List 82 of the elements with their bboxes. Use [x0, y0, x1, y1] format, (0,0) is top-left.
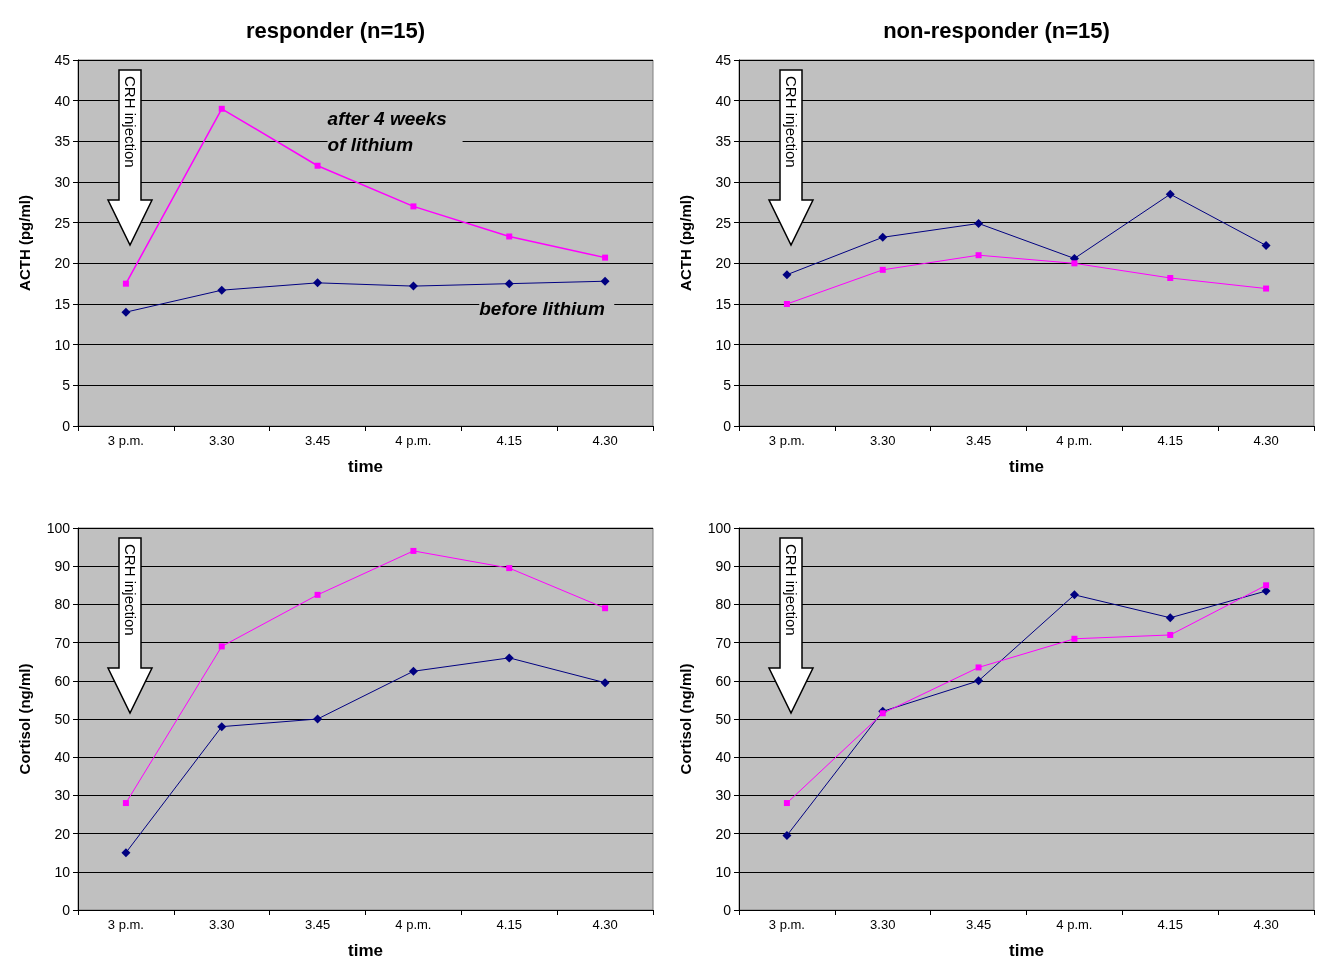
y-tick-label: 0	[723, 902, 732, 918]
y-tick-label: 100	[46, 520, 71, 536]
y-tick-label: 70	[715, 634, 732, 651]
x-tick-label: 3.30	[209, 433, 235, 448]
y-tick-label: 20	[715, 825, 732, 842]
y-tick-label: 20	[715, 255, 732, 272]
y-tick-label: 40	[715, 92, 732, 109]
x-tick-label: 4.30	[1253, 917, 1279, 932]
x-tick-label: 3.30	[870, 433, 896, 448]
x-tick-label: 3 p.m.	[107, 433, 144, 448]
x-tick-label: 4 p.m.	[1056, 917, 1093, 932]
x-tick-label: 4.15	[496, 917, 522, 932]
x-tick-label: 3.30	[870, 917, 896, 932]
x-tick-label: 4.15	[1157, 917, 1183, 932]
y-axis-title: Cortisol (ng/ml)	[16, 663, 33, 775]
annotation: CRH injection	[121, 76, 139, 168]
y-tick-label: 10	[54, 336, 71, 353]
y-tick-label: 25	[54, 214, 71, 231]
y-tick-label: 20	[54, 255, 71, 272]
x-axis-title: time	[1009, 457, 1044, 476]
y-tick-label: 25	[715, 214, 732, 231]
chart-title: responder (n=15)	[245, 17, 426, 43]
x-tick-label: 4.30	[592, 433, 618, 448]
series-label: after 4 weeks of lithium	[327, 108, 453, 156]
annotation: CRH injection	[121, 544, 139, 636]
y-tick-label: 20	[54, 825, 71, 842]
x-tick-label: 4.30	[1253, 433, 1279, 448]
y-tick-label: 10	[54, 863, 71, 880]
y-tick-label: 30	[715, 787, 732, 804]
y-tick-label: 45	[54, 52, 71, 68]
x-tick-label: 3.45	[965, 917, 992, 932]
y-tick-label: 60	[715, 672, 732, 689]
y-tick-label: 35	[715, 133, 732, 150]
y-tick-label: 45	[715, 52, 732, 68]
x-axis-title: time	[348, 457, 383, 476]
y-tick-label: 10	[715, 863, 732, 880]
x-axis-title: time	[348, 941, 383, 960]
x-tick-label: 3 p.m.	[107, 917, 144, 932]
series-label: before lithium	[479, 298, 605, 320]
x-tick-label: 4 p.m.	[395, 433, 432, 448]
y-tick-label: 80	[715, 596, 732, 613]
y-tick-label: 90	[54, 558, 71, 575]
x-tick-label: 3.45	[304, 917, 331, 932]
y-tick-label: 15	[715, 296, 732, 312]
y-tick-label: 80	[54, 596, 71, 613]
y-tick-label: 0	[62, 418, 71, 434]
y-tick-label: 30	[715, 174, 732, 190]
y-axis-title: ACTH (pg/ml)	[677, 195, 694, 291]
y-axis-title: Cortisol (ng/ml)	[677, 663, 694, 775]
x-tick-label: 3 p.m.	[768, 917, 805, 932]
y-tick-label: 5	[62, 377, 71, 394]
y-tick-label: 0	[62, 902, 71, 918]
x-axis-title: time	[1009, 941, 1044, 960]
y-tick-label: 100	[707, 520, 732, 536]
x-tick-label: 4.15	[496, 433, 522, 448]
x-tick-label: 4.30	[592, 917, 618, 932]
y-tick-label: 15	[54, 296, 71, 312]
x-tick-label: 3 p.m.	[768, 433, 805, 448]
x-tick-label: 4 p.m.	[395, 917, 432, 932]
chart-title: non-responder (n=15)	[883, 17, 1110, 43]
x-tick-label: 3.45	[965, 433, 992, 448]
y-tick-label: 50	[54, 711, 71, 727]
y-tick-label: 40	[54, 92, 71, 109]
y-tick-label: 30	[54, 787, 71, 804]
y-tick-label: 50	[715, 711, 732, 727]
y-tick-label: 30	[54, 174, 71, 190]
x-tick-label: 4 p.m.	[1056, 433, 1093, 448]
x-tick-label: 4.15	[1157, 433, 1183, 448]
y-tick-label: 40	[715, 749, 732, 766]
y-tick-label: 35	[54, 133, 71, 150]
x-tick-label: 3.30	[209, 917, 235, 932]
y-tick-label: 0	[723, 418, 732, 434]
y-tick-label: 40	[54, 749, 71, 766]
y-tick-label: 5	[723, 377, 732, 394]
y-tick-label: 90	[715, 558, 732, 575]
y-tick-label: 70	[54, 634, 71, 651]
y-tick-label: 10	[715, 336, 732, 353]
y-axis-title: ACTH (pg/ml)	[16, 195, 33, 291]
annotation: CRH injection	[782, 76, 800, 168]
annotation: CRH injection	[782, 544, 800, 636]
y-tick-label: 60	[54, 672, 71, 689]
x-tick-label: 3.45	[304, 433, 331, 448]
